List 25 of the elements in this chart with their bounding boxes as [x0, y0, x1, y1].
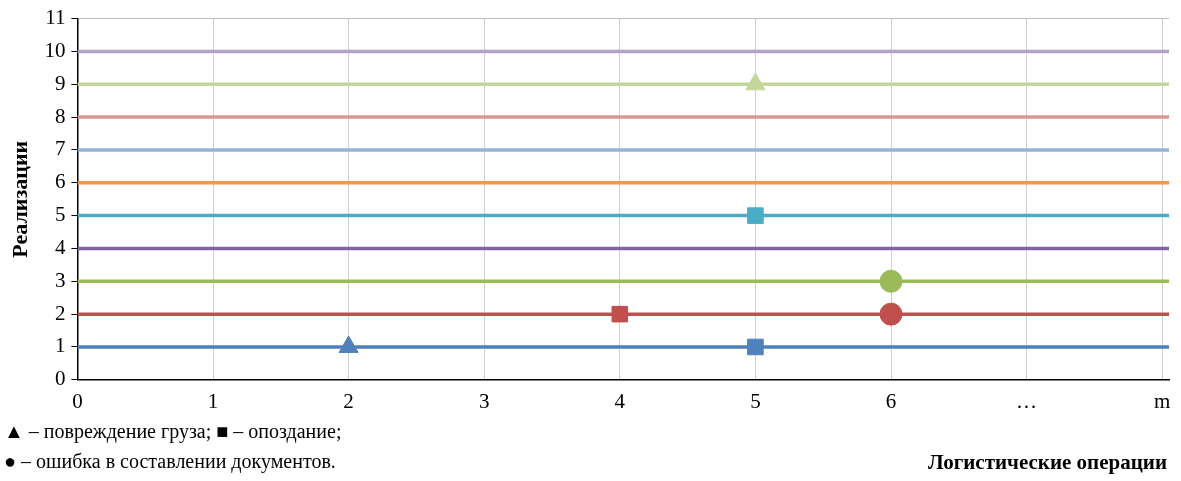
x-tick-label: 6 — [885, 388, 897, 413]
text: ▲ – повреждение груза; ■ – опоздание; — [4, 420, 342, 443]
y-axis-title: Реализации — [6, 140, 32, 258]
x-axis-title: Логистические операции — [928, 450, 1167, 475]
y-tick-label: 5 — [54, 202, 66, 227]
y-tick-label: 7 — [54, 136, 66, 161]
y-tick-label: 6 — [54, 169, 66, 194]
y-tick-label: 3 — [54, 267, 66, 292]
x-tick-label: 0 — [72, 388, 83, 413]
y-tick-label: 2 — [54, 300, 66, 325]
y-tick-label: 1 — [54, 333, 66, 358]
x-tick-label: … — [1016, 388, 1038, 413]
y-tick-label: 10 — [44, 37, 66, 62]
x-tick-label: m — [1154, 388, 1171, 413]
x-tick-label: 4 — [614, 388, 626, 413]
y-tick-label: 0 — [54, 366, 66, 391]
y-tick-label: 9 — [54, 70, 66, 95]
y-tick-label: 8 — [54, 103, 66, 128]
y-tick-label: 4 — [54, 234, 66, 259]
x-tick-label: 3 — [478, 388, 490, 413]
y-tick-label: 11 — [45, 5, 66, 30]
x-tick-label: 5 — [750, 388, 761, 413]
text: ● – ошибка в составлении документов. — [4, 450, 336, 473]
x-tick-label: 2 — [343, 388, 354, 413]
x-tick-label: 1 — [207, 388, 219, 413]
